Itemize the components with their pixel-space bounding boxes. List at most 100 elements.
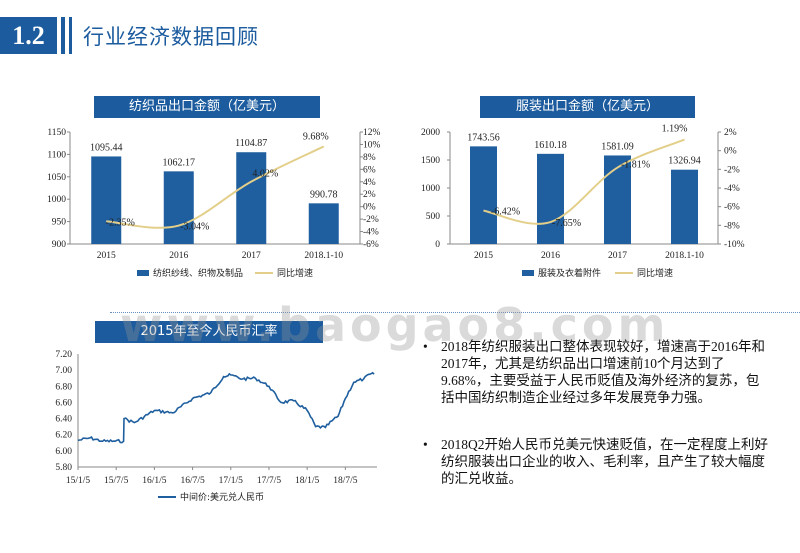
chart2-ytick-label: 2000	[421, 128, 440, 138]
chart1-bar-label: 1095.44	[90, 142, 123, 153]
chart1-title: 纺织品出口金额（亿美元）	[94, 96, 320, 118]
chart2-y2tick-label: -2%	[724, 165, 740, 175]
chart1-xtick-label: 2015	[97, 251, 116, 261]
chart2-ytick-label: 1000	[421, 184, 440, 194]
section-badge: 1.2	[0, 17, 57, 54]
chart2-xtick-label: 2018.1-10	[665, 251, 704, 261]
chart2-line-label: -1.81%	[621, 160, 650, 171]
chart2-y2tick-label: -8%	[724, 221, 740, 231]
chart1-line-label: 9.68%	[303, 131, 329, 142]
chart3-title: 2015年至今人民币汇率	[95, 321, 323, 343]
chart3-ytick-label: 7.00	[55, 366, 72, 376]
chart3-xtick-label: 18/1/5	[295, 476, 320, 486]
chart2-bar	[604, 155, 631, 244]
chart1-line-label: -2.35%	[106, 217, 135, 228]
chart3-ytick-label: 7.20	[55, 350, 72, 360]
bullet-dot-icon: •	[423, 437, 428, 452]
chart1-ytick-label: 1100	[47, 150, 66, 160]
chart2-bar	[470, 146, 497, 244]
chart2-bar-label: 1610.18	[534, 140, 567, 151]
chart2-legend-bar-swatch	[522, 270, 534, 276]
chart3-ytick-label: 5.80	[55, 463, 72, 473]
chart3-legend-label: 中间价:美元兑人民币	[180, 491, 264, 503]
chart2-y2tick-label: -10%	[724, 240, 745, 250]
chart1-bar-label: 990.78	[310, 189, 338, 200]
chart2-bar	[671, 169, 698, 244]
chart1-ytick-label: 950	[52, 218, 67, 228]
chart2-growth-line	[483, 138, 685, 225]
chart3-xtick-label: 17/1/5	[219, 476, 244, 486]
chart1-ytick-label: 1050	[47, 173, 66, 183]
chart3-ytick-label: 6.20	[55, 431, 72, 441]
chart1-y2tick-label: 0%	[363, 203, 376, 213]
chart1-bar	[91, 156, 122, 244]
chart1-ytick-label: 1150	[47, 128, 66, 138]
chart2-title: 服装出口金额（亿美元）	[480, 96, 695, 118]
chart2-ytick-label: 1500	[421, 156, 440, 166]
chart3-xtick-label: 17/7/5	[257, 476, 282, 486]
chart2-ytick-label: 500	[426, 212, 441, 222]
chart1-y2tick-label: 10%	[363, 140, 381, 150]
chart2-legend-line-label: 同比增速	[637, 267, 673, 279]
chart2-xtick-label: 2015	[474, 251, 493, 261]
chart2-bar	[537, 153, 564, 244]
chart3-ytick-label: 6.80	[55, 382, 72, 392]
chart1-xtick-label: 2018.1-10	[304, 251, 343, 261]
chart2-ytick-label: 0	[435, 240, 440, 250]
chart3-xtick-label: 18/7/5	[333, 476, 358, 486]
chart2-xtick-label: 2017	[608, 251, 627, 261]
chart1-line-label: -3.04%	[180, 222, 209, 233]
chart1-y2tick-label: -4%	[363, 228, 379, 238]
watermark: www.baogao8.com	[120, 298, 670, 352]
chart3-fx-line	[77, 371, 375, 444]
chart1-ytick-label: 900	[52, 240, 67, 250]
chart2-line-label: 1.19%	[662, 124, 688, 135]
chart1-bar	[236, 152, 267, 244]
section-divider	[110, 312, 800, 313]
chart1-y2tick-label: 4%	[363, 178, 376, 188]
chart1-ytick-label: 1000	[47, 195, 66, 205]
chart1-bar	[163, 171, 194, 244]
chart3-ytick-label: 6.00	[55, 447, 72, 457]
header-accent-bar-2	[69, 17, 72, 54]
chart2-bar-label: 1581.09	[601, 141, 634, 152]
chart1-bar	[308, 203, 339, 244]
header-accent-bar-1	[61, 17, 65, 54]
bullet-1: • 2018年纺织服装出口整体表现较好，增速高于2016年和2017年，尤其是纺…	[423, 338, 772, 406]
chart1-legend-line-label: 同比增速	[277, 267, 313, 279]
chart2-bar-label: 1326.94	[668, 156, 701, 167]
chart2-xtick-label: 2016	[541, 251, 560, 261]
chart1-y2tick-label: -6%	[363, 240, 379, 250]
chart1-y2tick-label: 12%	[363, 128, 381, 138]
chart3-xtick-label: 16/1/5	[142, 476, 167, 486]
chart1-xtick-label: 2017	[242, 251, 261, 261]
chart1-growth-line	[106, 145, 325, 229]
chart2-y2tick-label: -4%	[724, 184, 740, 194]
chart1-y2tick-label: -2%	[363, 215, 379, 225]
chart2-y2tick-label: 2%	[724, 128, 737, 138]
chart3-xtick-label: 16/7/5	[180, 476, 205, 486]
chart2-bar-label: 1743.56	[467, 132, 500, 143]
chart3-ytick-label: 6.40	[55, 415, 72, 425]
chart1-y2tick-label: 6%	[363, 165, 376, 175]
chart1-line-label: 4.02%	[252, 169, 278, 180]
chart1-xtick-label: 2016	[169, 251, 188, 261]
chart3-xtick-label: 15/1/5	[66, 476, 91, 486]
chart1-bar-label: 1062.17	[163, 157, 196, 168]
chart2-y2tick-label: 0%	[724, 147, 737, 157]
chart1-bar-label: 1104.87	[235, 138, 267, 149]
bullet-1-text: 2018年纺织服装出口整体表现较好，增速高于2016年和2017年，尤其是纺织品…	[441, 339, 765, 405]
bullet-dot-icon: •	[423, 339, 428, 354]
chart2-legend-bar-label: 服装及衣着附件	[538, 267, 601, 279]
bullet-2: • 2018Q2开始人民币兑美元快速贬值，在一定程度上利好纺织服装出口企业的收入…	[423, 436, 772, 487]
page-title: 行业经济数据回顾	[83, 25, 259, 49]
chart1-legend-bar-label: 纺织纱线、织物及制品	[153, 267, 243, 279]
chart1-legend-bar-swatch	[137, 270, 149, 276]
bullet-2-text: 2018Q2开始人民币兑美元快速贬值，在一定程度上利好纺织服装出口企业的收入、毛…	[441, 437, 768, 486]
chart2-line-label: -7.65%	[552, 218, 581, 229]
chart2-y2tick-label: -6%	[724, 203, 740, 213]
chart1-y2tick-label: 2%	[363, 190, 376, 200]
chart3-ytick-label: 6.60	[55, 398, 72, 408]
chart1-y2tick-label: 8%	[363, 153, 376, 163]
